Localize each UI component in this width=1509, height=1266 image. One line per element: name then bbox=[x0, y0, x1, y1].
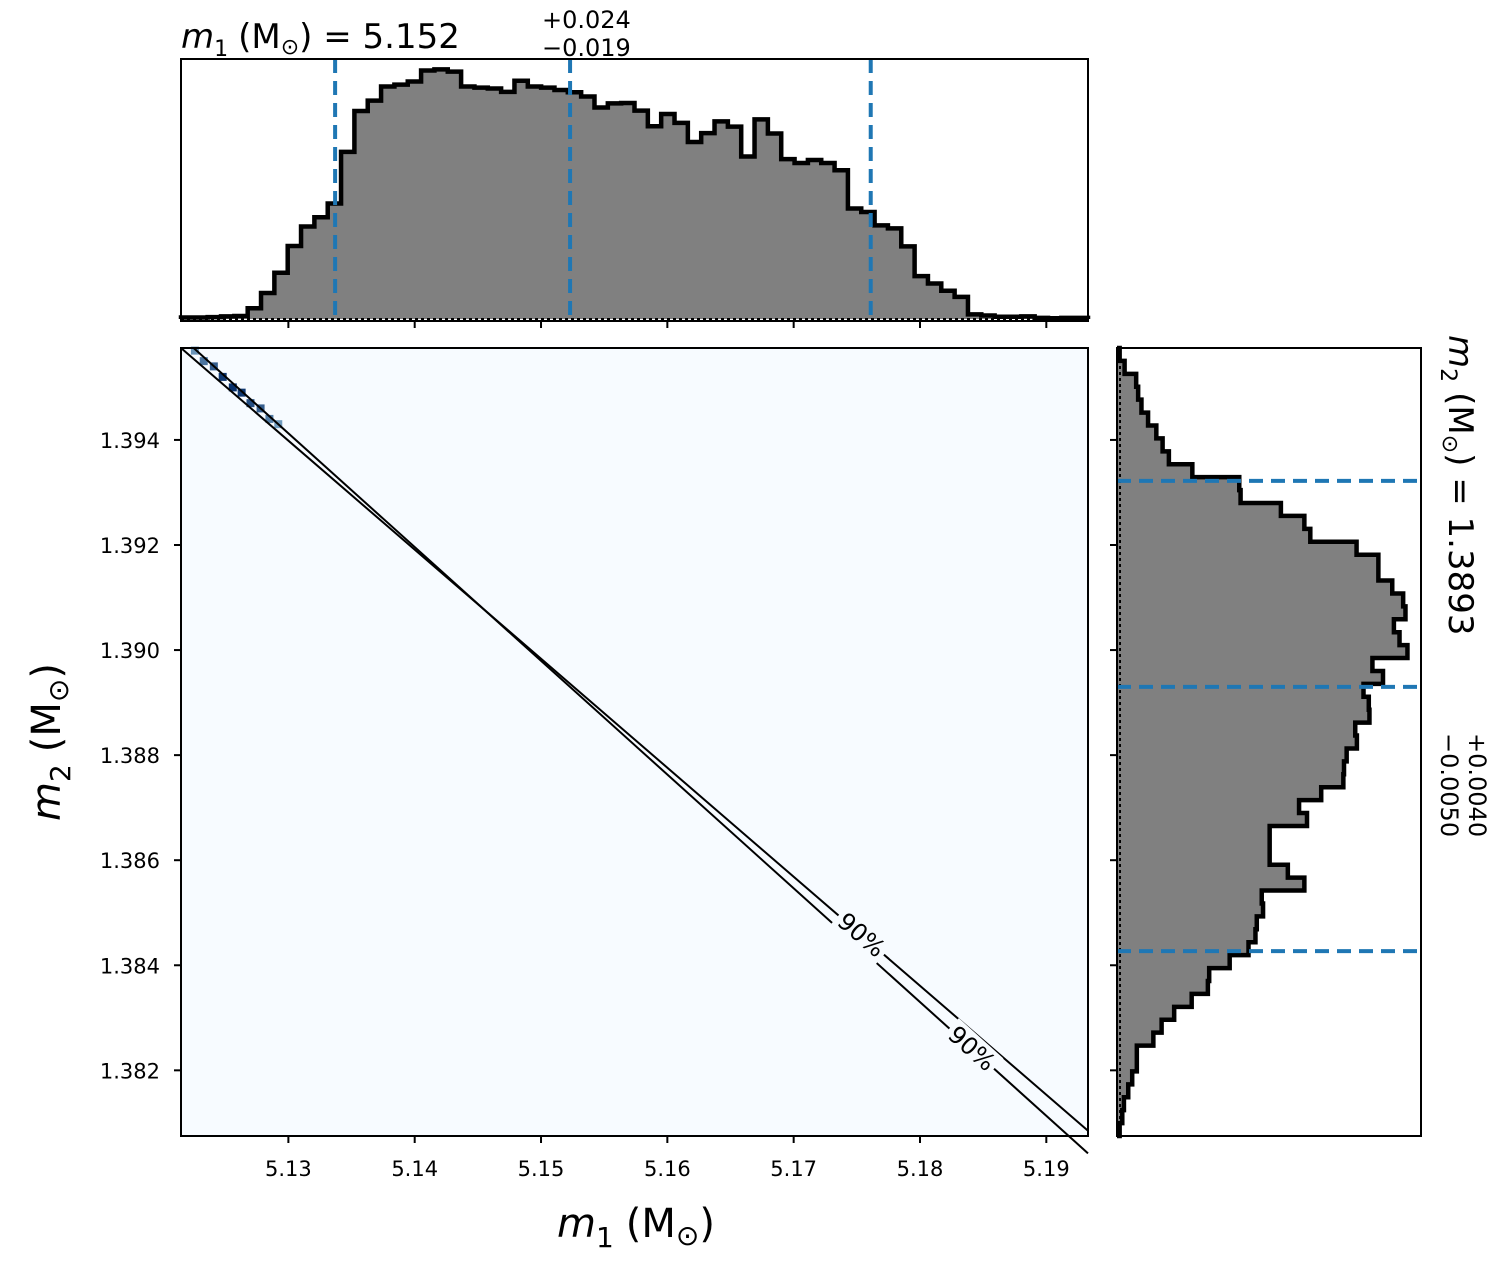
m2-histogram-ticks bbox=[1110, 438, 1117, 1072]
m1-title: m1 (M⊙) = 5.152 bbox=[181, 17, 460, 62]
density-cell-0 bbox=[190, 346, 199, 355]
x-axis-ticks: 5.13 5.14 5.15 5.16 5.17 5.18 5.19 bbox=[265, 1136, 1070, 1181]
m2-quantile-lines bbox=[1117, 478, 1421, 954]
m1-histogram-ticks bbox=[287, 321, 1048, 328]
x-label-unit: (M bbox=[626, 1201, 676, 1247]
m2-histogram-panel bbox=[1110, 345, 1422, 1139]
x-tick-label-6: 5.19 bbox=[1023, 1157, 1070, 1181]
density-cell-6 bbox=[246, 399, 255, 408]
y-tick-label-3: 1.388 bbox=[100, 744, 160, 768]
y-tick-label-2: 1.386 bbox=[100, 849, 160, 873]
y-tick-label-1: 1.384 bbox=[100, 954, 160, 978]
density-cell-4 bbox=[228, 383, 237, 392]
contour-label-2-gap bbox=[940, 1018, 1004, 1080]
y-tick-label-4: 1.390 bbox=[100, 639, 160, 663]
m1-title-unit-sub: ⊙ bbox=[281, 35, 299, 60]
density-cell-5 bbox=[237, 388, 246, 397]
m2-title: m2 (M⊙) = 1.3893 +0.0040 −0.0050 bbox=[1435, 335, 1491, 837]
m1-histogram-border bbox=[180, 58, 1089, 322]
y-label-symbol: m bbox=[24, 782, 70, 821]
y-label-unit: (M bbox=[24, 702, 70, 752]
y-axis-ticks: 1.382 1.384 1.386 1.388 1.390 1.392 1.394 bbox=[100, 429, 181, 1083]
density-cell-8 bbox=[265, 414, 274, 423]
y-tick-label-0: 1.382 bbox=[100, 1059, 160, 1083]
m2-title-minus: −0.0050 bbox=[1435, 733, 1463, 837]
x-label-unit-close: ) bbox=[699, 1201, 715, 1247]
x-tick-label-3: 5.16 bbox=[644, 1157, 691, 1181]
m1-title-median: = 5.152 bbox=[312, 17, 459, 57]
y-label-unit-sub: ⊙ bbox=[42, 679, 75, 702]
m1-title-subscript: 1 bbox=[214, 37, 228, 62]
m2-histogram-bars bbox=[1117, 348, 1408, 1136]
m1-title-minus: −0.019 bbox=[542, 34, 631, 62]
m2-title-median: = 1.3893 bbox=[1440, 466, 1480, 635]
svg-text:m2(M⊙) = 1.3893: m2 (M⊙) = 1.3893 bbox=[1435, 335, 1480, 636]
x-tick-label-0: 5.13 bbox=[265, 1157, 312, 1181]
m2-histogram-border bbox=[1116, 347, 1422, 1137]
contour-lower-line bbox=[192, 347, 1089, 1155]
m1-histogram-panel bbox=[178, 58, 1091, 328]
m1-title-unit-close: ) bbox=[299, 17, 312, 57]
contour-label-1-gap bbox=[829, 904, 894, 966]
m1-histogram-outline bbox=[178, 67, 1091, 321]
x-label-subscript: 1 bbox=[596, 1221, 614, 1254]
m2-title-plus: +0.0040 bbox=[1463, 733, 1491, 837]
y-axis-label: m2 (M⊙) bbox=[24, 663, 77, 821]
m1-title-unit: (M bbox=[238, 17, 281, 57]
y-label-unit-close: ) bbox=[24, 663, 70, 679]
m2-title-unit-sub: ⊙ bbox=[1437, 435, 1462, 453]
x-tick-label-1: 5.14 bbox=[391, 1157, 438, 1181]
joint-border bbox=[180, 347, 1089, 1137]
x-label-unit-sub: ⊙ bbox=[676, 1219, 699, 1252]
m1-title-symbol: m bbox=[181, 17, 214, 57]
m2-histogram-outline bbox=[1117, 345, 1410, 1139]
y-tick-label-6: 1.394 bbox=[100, 429, 160, 453]
m2-title-subscript: 2 bbox=[1435, 368, 1460, 382]
x-axis-label: m1 (M⊙) bbox=[557, 1201, 715, 1254]
x-tick-label-5: 5.18 bbox=[897, 1157, 944, 1181]
m2-title-unit: (M bbox=[1440, 392, 1480, 435]
x-tick-label-4: 5.17 bbox=[770, 1157, 817, 1181]
y-tick-label-5: 1.392 bbox=[100, 534, 160, 558]
m1-title-plus: +0.024 bbox=[542, 6, 631, 34]
m1-histogram-bars bbox=[181, 69, 1088, 319]
contour-upper-line bbox=[180, 347, 1089, 1132]
density-cell-3 bbox=[218, 372, 227, 381]
m2-title-symbol: m bbox=[1440, 335, 1480, 368]
joint-panel: 90% 90% 5.13 5.14 5.15 5.16 5.17 5.18 5.19 1.3… bbox=[100, 346, 1089, 1181]
density-cell-1 bbox=[199, 357, 208, 366]
x-tick-label-2: 5.15 bbox=[518, 1157, 565, 1181]
y-label-subscript: 2 bbox=[44, 764, 77, 782]
m2-title-unit-close: ) bbox=[1440, 453, 1480, 466]
x-label-symbol: m bbox=[557, 1201, 596, 1247]
